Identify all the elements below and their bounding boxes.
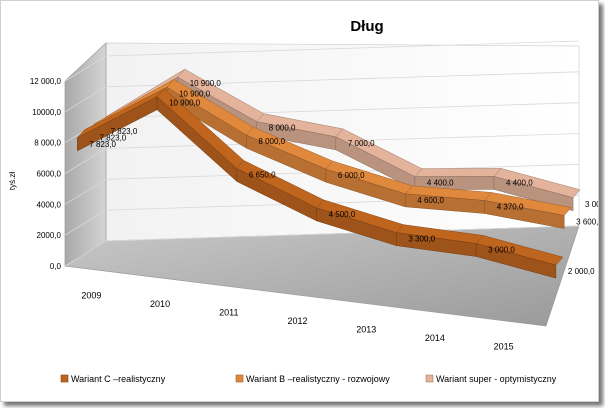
data-label: 7 823,0 [100,134,127,143]
data-label: 2 000,0 [568,267,595,276]
gridline [64,133,580,174]
x-tick-label: 2011 [219,307,238,317]
y-tick-label: 0,0 [50,262,62,271]
data-label: 10 900,0 [169,99,201,108]
legend-label: Wariant C –realistyczny [71,374,166,384]
ribbon-face-segment [493,176,574,212]
legend: Wariant C –realistyczny Wariant B –realis… [60,374,557,384]
y-axis-label: tyś.zł [8,172,17,190]
line-chart-3d: 0,0 2000,0 4000,0 6000,0 8 000,0 10000,0 12 00… [8,18,598,384]
legend-swatch [425,374,434,383]
series-ribbons [77,68,581,279]
legend-label: Wariant super - optymistyczny [436,374,557,384]
y-axis-ticks: 0,0 2000,0 4000,0 6000,0 8 000,0 10000,0 12 00… [30,77,62,271]
data-label: 7 823,0 [111,127,138,136]
ribbon-face-segment [475,243,557,279]
x-tick-label: 2014 [425,333,445,343]
x-tick-label: 2015 [494,342,514,352]
side-wall [64,42,107,267]
data-label: 4 500,0 [329,210,356,219]
data-label: 3 000,0 [488,246,515,255]
x-tick-label: 2013 [356,325,376,335]
ribbon-face-segment [484,200,565,229]
y-tick-label: 4000,0 [37,200,62,209]
chart-title: Dług [350,18,383,35]
data-label: 4 370,0 [497,203,524,212]
data-label: 10 900,0 [179,89,211,98]
data-label: 4 400,0 [427,179,454,188]
y-tick-label: 6000,0 [37,170,62,179]
y-tick-label: 2000,0 [37,231,62,240]
data-labels: 7 823,0 10 900,0 8 000,0 7 000,0 4 400,0 4 40… [89,79,598,276]
data-label: 4 400,0 [506,178,533,187]
gridline [64,71,580,113]
y-tick-label: 8 000,0 [34,139,61,148]
data-label: 7 000,0 [348,139,375,148]
chart-frame: 0,0 2000,0 4000,0 6000,0 8 000,0 10000,0 12 00… [0,0,599,402]
x-tick-label: 2010 [150,299,170,309]
data-label: 3 000,0 [585,200,598,209]
data-label: 3 600,0 [576,218,598,227]
x-tick-label: 2009 [81,290,101,300]
data-label: 3 300,0 [408,235,435,244]
x-axis-categories: 2009 2010 2011 2012 2013 2014 2015 [81,290,513,351]
data-label: 4 600,0 [417,196,444,205]
series-1 [77,88,564,279]
data-label: 6 650,0 [249,170,276,179]
data-label: 8 000,0 [258,137,285,146]
legend-label: Wariant B –realistyczny - rozwojowy [246,374,390,384]
legend-swatch [235,374,244,383]
series-2 [87,79,572,229]
data-label: 10 900,0 [190,79,222,88]
ribbon-top-segment [414,168,502,177]
gridline [64,40,580,82]
y-tick-label: 12 000,0 [30,77,62,86]
legend-swatch [60,374,69,383]
data-label: 6 000,0 [338,171,365,180]
x-tick-label: 2012 [287,316,307,326]
data-label: 8 000,0 [269,124,296,133]
data-label: 7 823,0 [89,140,116,149]
y-tick-label: 10000,0 [32,108,61,117]
